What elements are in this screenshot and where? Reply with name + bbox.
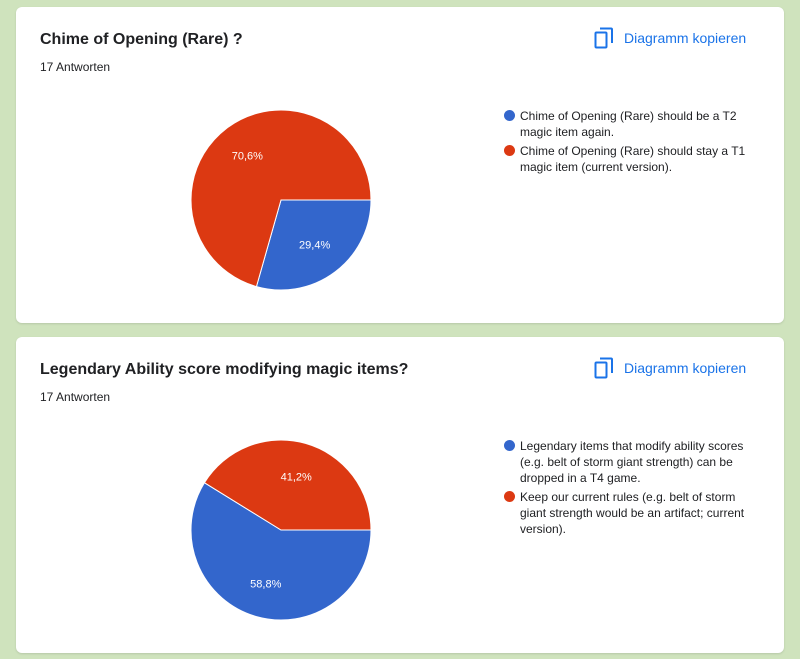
slice-value-label: 70,6% (232, 150, 263, 162)
legend-label: Chime of Opening (Rare) should be a T2 m… (520, 109, 737, 139)
legend-item: Legendary items that modify ability scor… (504, 438, 749, 486)
legend-swatch-blue (504, 440, 515, 451)
chart-legend: Chime of Opening (Rare) should be a T2 m… (504, 108, 749, 178)
legend-label: Keep our current rules (e.g. belt of sto… (520, 490, 745, 536)
pie-chart: 58,8% 41,2% (190, 439, 372, 621)
chart-card: Chime of Opening (Rare) ? 17 Antworten D… (16, 7, 784, 323)
copy-chart-label: Diagramm kopieren (624, 360, 747, 376)
legend-label: Legendary items that modify ability scor… (520, 439, 744, 485)
response-count: 17 Antworten (40, 390, 111, 404)
legend-item: Keep our current rules (e.g. belt of sto… (504, 489, 749, 537)
copy-icon (594, 27, 614, 49)
chart-title: Chime of Opening (Rare) ? (40, 31, 243, 48)
slice-value-label: 41,2% (281, 471, 312, 483)
legend-label: Chime of Opening (Rare) should stay a T1… (520, 144, 746, 174)
pie-slice-1 (203, 439, 372, 531)
slice-value-label: 58,8% (250, 579, 281, 591)
copy-icon (594, 357, 614, 379)
copy-chart-label: Diagramm kopieren (624, 30, 747, 46)
legend-swatch-red (504, 491, 515, 502)
legend-swatch-red (504, 145, 515, 156)
response-count: 17 Antworten (40, 60, 111, 74)
chart-card: Legendary Ability score modifying magic … (16, 337, 784, 653)
pie-slice-0 (190, 482, 372, 621)
copy-chart-button[interactable]: Diagramm kopieren (594, 26, 746, 50)
chart-title: Legendary Ability score modifying magic … (40, 361, 409, 378)
copy-chart-button[interactable]: Diagramm kopieren (594, 356, 746, 380)
chart-legend: Legendary items that modify ability scor… (504, 438, 749, 540)
pie-chart: 29,4% 70,6% (190, 109, 372, 291)
pie-slice-1 (190, 109, 372, 288)
legend-item: Chime of Opening (Rare) should be a T2 m… (504, 108, 749, 140)
pie-slice-0 (255, 199, 372, 291)
slice-value-label: 29,4% (299, 240, 330, 252)
legend-item: Chime of Opening (Rare) should stay a T1… (504, 143, 749, 175)
legend-swatch-blue (504, 110, 515, 121)
